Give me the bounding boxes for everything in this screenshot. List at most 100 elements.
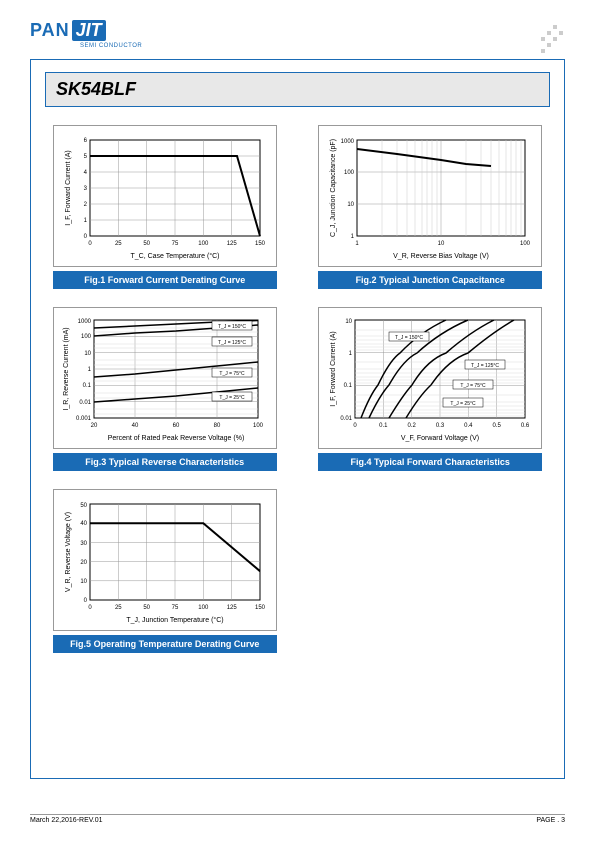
fig4-svg: T_J = 150°C T_J = 125°C T_J = 75°C T_J =… — [325, 314, 535, 444]
svg-text:50: 50 — [143, 241, 150, 247]
fig4-caption: Fig.4 Typical Forward Characteristics — [318, 453, 542, 471]
fig1-svg: 0 1 2 3 4 5 6 0 25 50 75 100 125 150 T_C, Case T… — [60, 132, 270, 262]
svg-text:75: 75 — [171, 241, 178, 247]
svg-text:25: 25 — [115, 241, 122, 247]
charts-grid: 012 345 6 02550 75100125 150 T_C, Case T… — [45, 125, 550, 653]
svg-text:0.4: 0.4 — [464, 423, 473, 429]
content-frame: SK54BLF — [30, 59, 565, 779]
svg-text:T_J = 75°C: T_J = 75°C — [461, 383, 487, 389]
svg-text:100: 100 — [198, 241, 209, 247]
fig4-chart: T_J = 150°C T_J = 125°C T_J = 75°C T_J =… — [318, 307, 542, 449]
svg-text:30: 30 — [80, 541, 87, 547]
svg-text:6: 6 — [83, 138, 87, 144]
svg-text:10: 10 — [438, 241, 445, 247]
svg-text:0.3: 0.3 — [436, 423, 445, 429]
fig1-chart: 0 1 2 3 4 5 6 0 25 50 75 100 125 150 T_C, Case T… — [53, 125, 277, 267]
svg-text:40: 40 — [80, 521, 87, 527]
fig5-ylabel: V_R, Reverse Voltage (V) — [65, 512, 72, 592]
svg-text:50: 50 — [143, 605, 150, 611]
svg-text:100: 100 — [344, 170, 355, 176]
svg-text:T_J = 150°C: T_J = 150°C — [395, 335, 423, 341]
fig2-cell: 110 1001000 110100 V_R, Reverse Bias Vol… — [311, 125, 551, 289]
svg-text:T_J = 125°C: T_J = 125°C — [218, 340, 246, 346]
svg-text:0: 0 — [83, 234, 87, 240]
svg-text:5: 5 — [83, 154, 87, 160]
fig2-xlabel: V_R, Reverse Bias Voltage (V) — [393, 253, 489, 260]
svg-text:60: 60 — [172, 423, 179, 429]
svg-text:0: 0 — [354, 423, 358, 429]
svg-text:4: 4 — [83, 170, 87, 176]
fig2-caption: Fig.2 Typical Junction Capacitance — [318, 271, 542, 289]
svg-text:1000: 1000 — [341, 139, 355, 145]
svg-text:3: 3 — [83, 186, 87, 192]
svg-text:1: 1 — [356, 241, 360, 247]
decorative-dots — [535, 25, 565, 55]
fig4-ylabel: I_F, Forward Current (A) — [330, 331, 337, 406]
svg-text:0.01: 0.01 — [79, 400, 91, 406]
svg-text:150: 150 — [255, 605, 266, 611]
fig5-svg: 01020 304050 02550 75100125 150 T_J, Jun… — [60, 496, 270, 626]
svg-text:1: 1 — [83, 218, 87, 224]
fig1-ylabel: I_F, Forward Current (A) — [65, 150, 72, 225]
svg-text:100: 100 — [81, 334, 92, 340]
logo-jit: JIT — [72, 20, 106, 41]
svg-text:T_J = 25°C: T_J = 25°C — [219, 395, 245, 401]
fig5-caption: Fig.5 Operating Temperature Derating Cur… — [53, 635, 277, 653]
fig3-chart: T_J = 150°C T_J = 125°C T_J = 75°C T_J =… — [53, 307, 277, 449]
svg-text:50: 50 — [80, 503, 87, 509]
fig1-cell: 0 1 2 3 4 5 6 0 25 50 75 100 125 150 T_C, Case T… — [45, 125, 285, 289]
footer-page: PAGE . 3 — [536, 817, 565, 824]
svg-text:0.2: 0.2 — [408, 423, 417, 429]
fig3-svg: T_J = 150°C T_J = 125°C T_J = 75°C T_J =… — [60, 314, 270, 444]
logo: PAN JIT — [30, 20, 565, 41]
svg-text:0.5: 0.5 — [493, 423, 502, 429]
svg-text:20: 20 — [90, 423, 97, 429]
part-number-title: SK54BLF — [45, 72, 550, 107]
svg-text:0.1: 0.1 — [379, 423, 388, 429]
svg-text:10: 10 — [84, 351, 91, 357]
fig4-xlabel: V_F, Forward Voltage (V) — [401, 435, 479, 442]
svg-text:20: 20 — [80, 560, 87, 566]
fig3-cell: T_J = 150°C T_J = 125°C T_J = 75°C T_J =… — [45, 307, 285, 471]
svg-text:25: 25 — [115, 605, 122, 611]
fig3-caption: Fig.3 Typical Reverse Characteristics — [53, 453, 277, 471]
logo-pan: PAN — [30, 20, 70, 41]
svg-text:T_J = 75°C: T_J = 75°C — [219, 371, 245, 377]
svg-text:T_J = 150°C: T_J = 150°C — [218, 324, 246, 330]
logo-subtitle: SEMI CONDUCTOR — [80, 43, 565, 49]
svg-text:0.001: 0.001 — [76, 416, 92, 422]
fig5-xlabel: T_J, Junction Temperature (°C) — [126, 616, 223, 624]
svg-text:10: 10 — [348, 202, 355, 208]
fig2-ylabel: C_J, Junction Capacitance (pF) — [330, 139, 337, 237]
svg-text:0.1: 0.1 — [82, 383, 91, 389]
svg-text:1: 1 — [87, 367, 91, 373]
svg-text:0: 0 — [88, 241, 92, 247]
svg-text:10: 10 — [346, 319, 353, 325]
fig3-xlabel: Percent of Rated Peak Reverse Voltage (%… — [107, 435, 244, 442]
fig1-caption: Fig.1 Forward Current Derating Curve — [53, 271, 277, 289]
svg-text:0.6: 0.6 — [521, 423, 530, 429]
fig5-cell: 01020 304050 02550 75100125 150 T_J, Jun… — [45, 489, 285, 653]
page: PAN JIT SEMI CONDUCTOR SK54BLF — [0, 0, 595, 842]
fig2-svg: 110 1001000 110100 V_R, Reverse Bias Vol… — [325, 132, 535, 262]
svg-text:100: 100 — [520, 241, 531, 247]
svg-text:40: 40 — [131, 423, 138, 429]
svg-text:1000: 1000 — [77, 319, 91, 325]
svg-text:0: 0 — [88, 605, 92, 611]
svg-text:150: 150 — [255, 241, 266, 247]
fig1-xlabel: T_C, Case Temperature (°C) — [130, 252, 219, 260]
fig2-chart: 110 1001000 110100 V_R, Reverse Bias Vol… — [318, 125, 542, 267]
svg-text:10: 10 — [80, 579, 87, 585]
svg-text:100: 100 — [253, 423, 264, 429]
footer-date: March 22,2016-REV.01 — [30, 817, 103, 824]
svg-text:125: 125 — [226, 241, 237, 247]
svg-text:T_J = 125°C: T_J = 125°C — [471, 363, 499, 369]
svg-text:0: 0 — [83, 598, 87, 604]
svg-text:75: 75 — [171, 605, 178, 611]
fig3-ylabel: I_R, Reverse Current (mA) — [63, 327, 70, 410]
svg-text:80: 80 — [213, 423, 220, 429]
svg-text:2: 2 — [83, 202, 87, 208]
fig4-cell: T_J = 150°C T_J = 125°C T_J = 75°C T_J =… — [311, 307, 551, 471]
svg-text:T_J = 25°C: T_J = 25°C — [451, 401, 477, 407]
svg-text:0.1: 0.1 — [344, 383, 353, 389]
